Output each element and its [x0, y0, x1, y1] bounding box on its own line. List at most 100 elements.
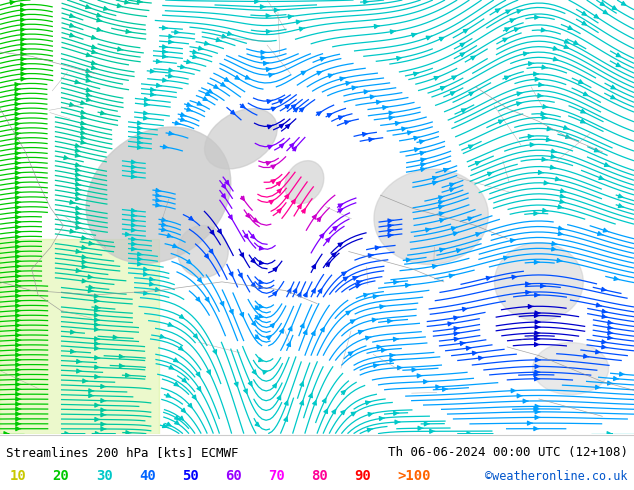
Ellipse shape: [533, 343, 609, 394]
FancyArrowPatch shape: [15, 196, 20, 199]
FancyArrowPatch shape: [454, 316, 459, 320]
FancyArrowPatch shape: [81, 140, 86, 144]
FancyArrowPatch shape: [169, 131, 174, 135]
FancyArrowPatch shape: [293, 289, 297, 293]
Text: 80: 80: [311, 469, 328, 483]
FancyArrowPatch shape: [287, 289, 291, 293]
FancyArrowPatch shape: [377, 100, 382, 104]
FancyArrowPatch shape: [363, 132, 368, 136]
FancyArrowPatch shape: [216, 38, 222, 42]
FancyArrowPatch shape: [16, 255, 21, 259]
FancyArrowPatch shape: [273, 384, 276, 388]
FancyArrowPatch shape: [16, 422, 21, 426]
FancyArrowPatch shape: [356, 284, 361, 288]
FancyArrowPatch shape: [611, 95, 615, 98]
FancyArrowPatch shape: [262, 370, 267, 374]
FancyArrowPatch shape: [15, 147, 20, 150]
FancyArrowPatch shape: [287, 342, 290, 346]
FancyArrowPatch shape: [517, 92, 522, 96]
FancyArrowPatch shape: [15, 102, 20, 106]
FancyArrowPatch shape: [412, 368, 417, 372]
FancyArrowPatch shape: [187, 107, 192, 111]
FancyArrowPatch shape: [138, 0, 143, 3]
FancyArrowPatch shape: [506, 10, 510, 14]
FancyArrowPatch shape: [89, 242, 94, 245]
FancyArrowPatch shape: [608, 326, 613, 329]
FancyArrowPatch shape: [534, 373, 539, 377]
FancyArrowPatch shape: [15, 235, 21, 239]
FancyArrowPatch shape: [290, 144, 294, 147]
FancyArrowPatch shape: [174, 358, 178, 362]
FancyArrowPatch shape: [132, 242, 137, 246]
FancyArrowPatch shape: [534, 337, 540, 341]
FancyArrowPatch shape: [86, 74, 91, 77]
FancyArrowPatch shape: [285, 124, 290, 128]
FancyArrowPatch shape: [162, 424, 168, 428]
FancyArrowPatch shape: [255, 422, 259, 426]
FancyArrowPatch shape: [126, 232, 131, 236]
FancyArrowPatch shape: [145, 102, 150, 106]
FancyArrowPatch shape: [514, 28, 520, 31]
FancyArrowPatch shape: [101, 385, 106, 389]
FancyArrowPatch shape: [346, 311, 350, 315]
FancyArrowPatch shape: [529, 62, 534, 66]
FancyArrowPatch shape: [77, 360, 82, 364]
FancyArrowPatch shape: [326, 238, 330, 242]
FancyArrowPatch shape: [382, 348, 387, 352]
FancyArrowPatch shape: [292, 199, 295, 204]
FancyArrowPatch shape: [193, 55, 198, 58]
FancyArrowPatch shape: [375, 246, 380, 250]
FancyArrowPatch shape: [424, 380, 429, 384]
FancyArrowPatch shape: [86, 53, 92, 57]
FancyArrowPatch shape: [94, 294, 100, 298]
FancyArrowPatch shape: [86, 69, 91, 73]
FancyArrowPatch shape: [304, 293, 307, 297]
FancyArrowPatch shape: [618, 194, 624, 198]
FancyArrowPatch shape: [70, 200, 75, 204]
FancyArrowPatch shape: [75, 172, 81, 176]
FancyArrowPatch shape: [175, 420, 179, 424]
FancyArrowPatch shape: [599, 176, 604, 179]
FancyArrowPatch shape: [65, 432, 70, 436]
FancyArrowPatch shape: [517, 102, 522, 106]
FancyArrowPatch shape: [21, 62, 26, 66]
FancyArrowPatch shape: [313, 401, 316, 405]
FancyArrowPatch shape: [96, 432, 101, 436]
FancyArrowPatch shape: [21, 57, 26, 61]
FancyArrowPatch shape: [391, 30, 396, 34]
FancyArrowPatch shape: [488, 172, 493, 176]
FancyArrowPatch shape: [94, 342, 100, 345]
FancyArrowPatch shape: [113, 335, 119, 339]
FancyArrowPatch shape: [4, 432, 9, 436]
FancyArrowPatch shape: [366, 401, 371, 405]
FancyArrowPatch shape: [266, 162, 270, 165]
FancyArrowPatch shape: [101, 408, 106, 412]
FancyArrowPatch shape: [119, 364, 124, 368]
FancyArrowPatch shape: [15, 166, 20, 170]
FancyArrowPatch shape: [526, 291, 531, 294]
FancyArrowPatch shape: [162, 227, 167, 231]
FancyArrowPatch shape: [424, 422, 429, 426]
FancyArrowPatch shape: [15, 137, 20, 141]
FancyArrowPatch shape: [94, 308, 100, 312]
FancyArrowPatch shape: [75, 211, 81, 215]
FancyArrowPatch shape: [388, 224, 393, 228]
FancyArrowPatch shape: [225, 180, 229, 185]
FancyArrowPatch shape: [300, 108, 304, 112]
FancyArrowPatch shape: [389, 111, 394, 115]
FancyArrowPatch shape: [279, 124, 283, 128]
FancyArrowPatch shape: [476, 161, 481, 165]
FancyArrowPatch shape: [292, 147, 296, 151]
FancyArrowPatch shape: [619, 372, 624, 376]
FancyArrowPatch shape: [432, 176, 438, 180]
FancyArrowPatch shape: [21, 43, 26, 47]
FancyArrowPatch shape: [462, 109, 466, 113]
FancyArrowPatch shape: [157, 83, 162, 87]
FancyArrowPatch shape: [317, 217, 321, 221]
FancyArrowPatch shape: [251, 283, 256, 287]
FancyArrowPatch shape: [16, 358, 21, 362]
FancyArrowPatch shape: [86, 98, 92, 101]
FancyArrowPatch shape: [240, 313, 243, 317]
FancyArrowPatch shape: [245, 75, 250, 79]
FancyArrowPatch shape: [441, 86, 446, 90]
